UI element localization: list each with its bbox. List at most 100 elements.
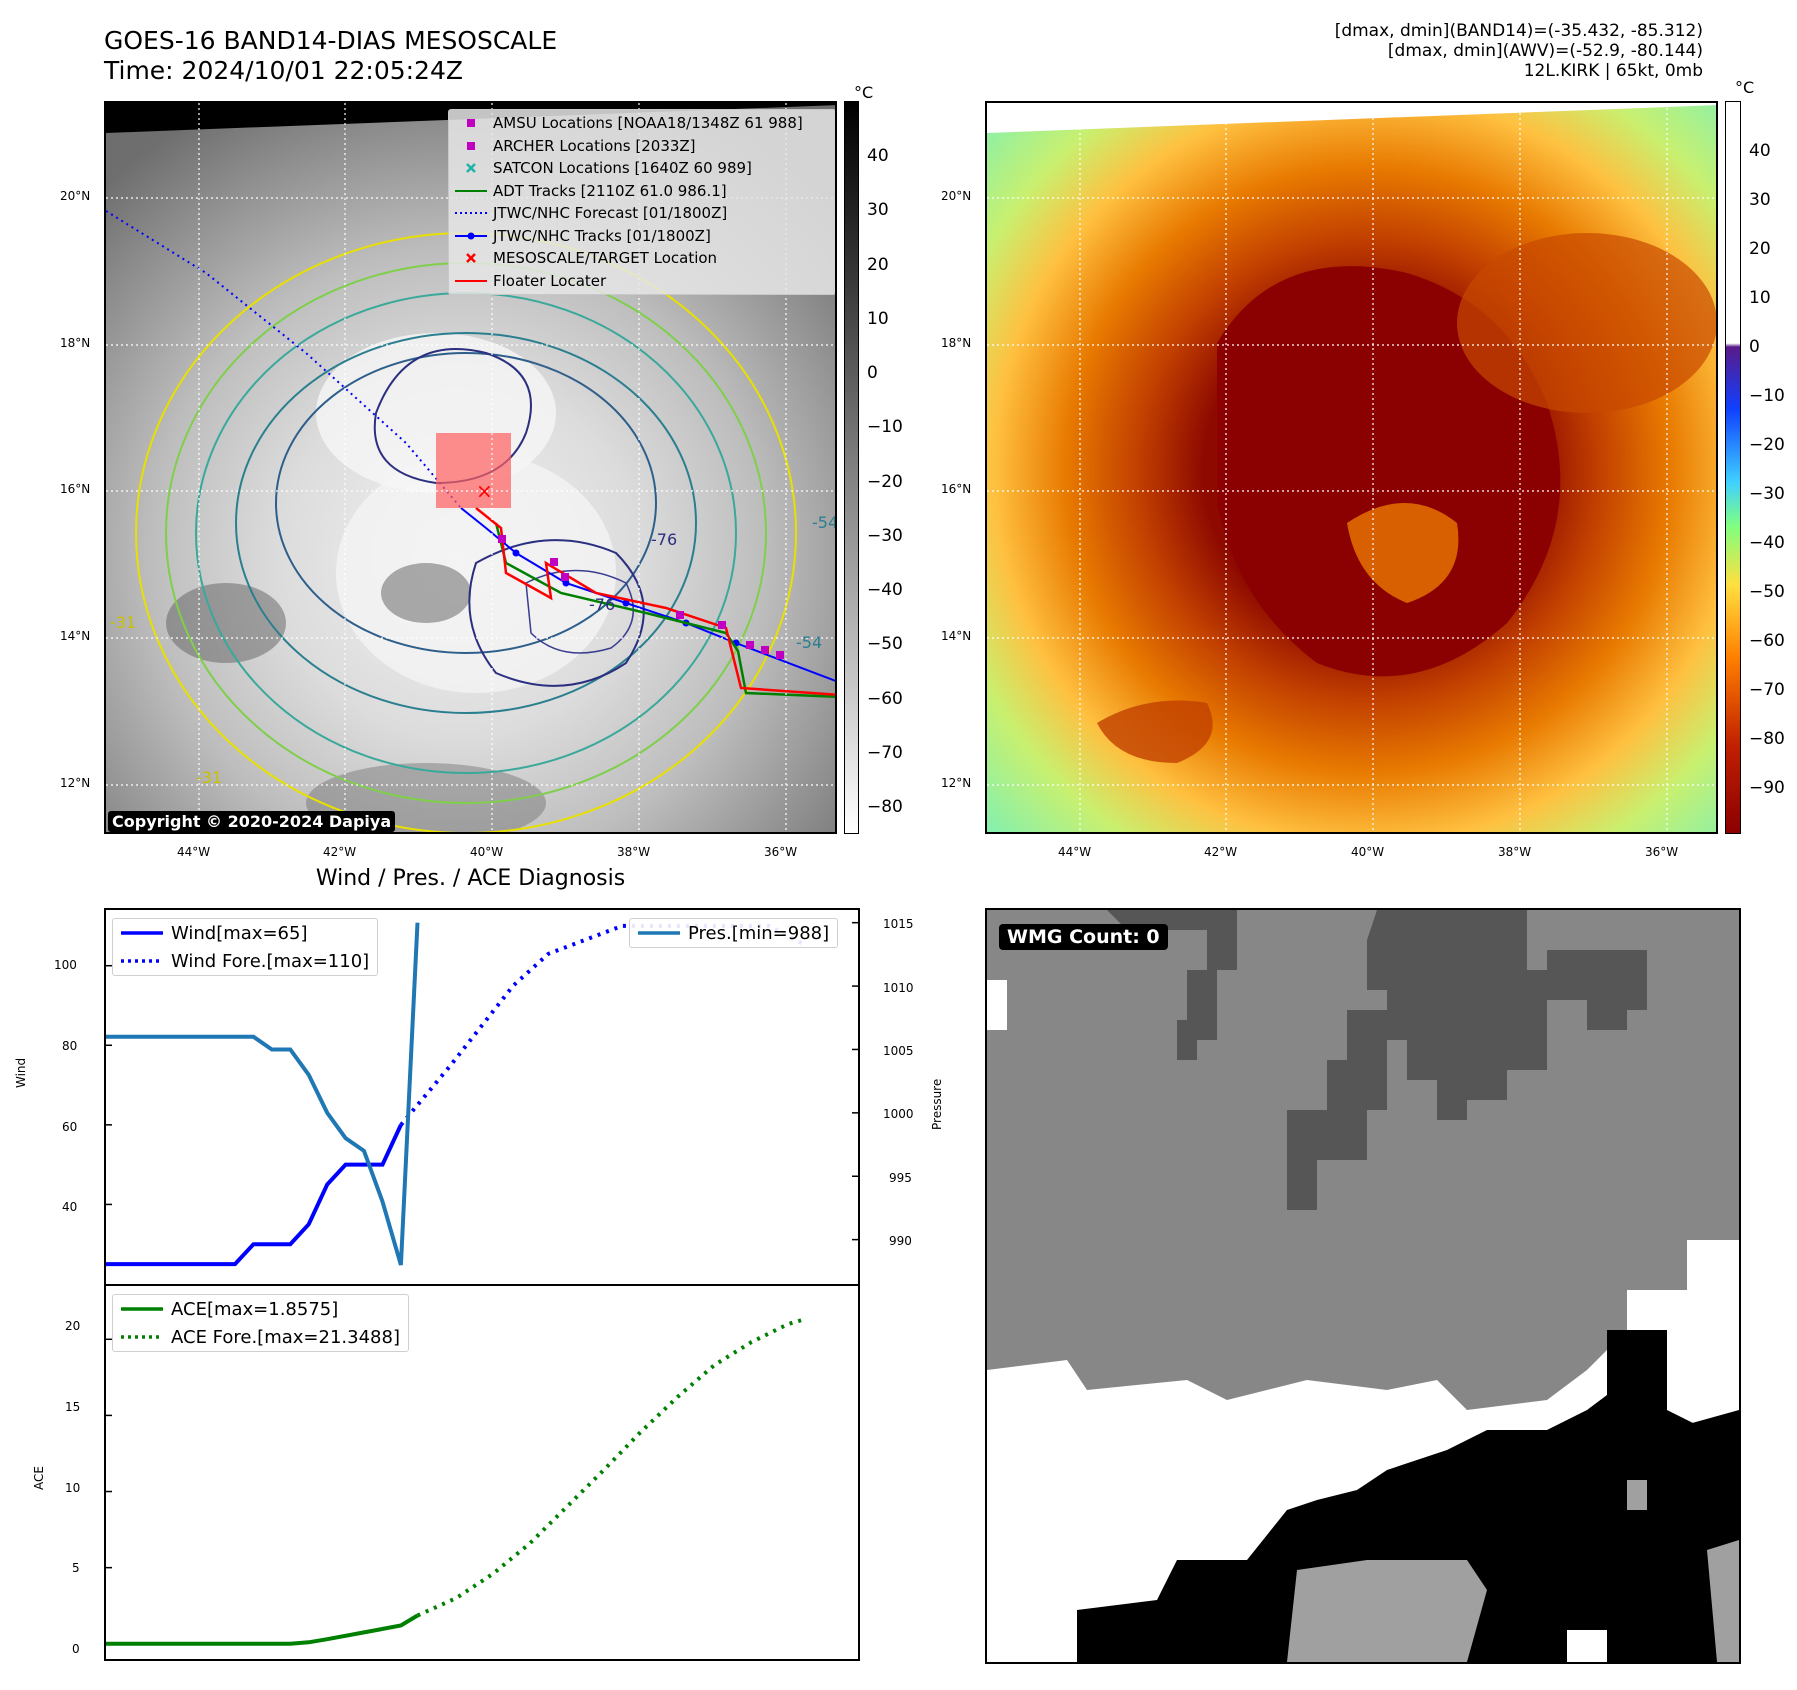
wind-forecast-line xyxy=(399,923,808,1127)
lat-label: 12°N xyxy=(60,776,91,790)
colorbar-tick: −50 xyxy=(1749,582,1785,602)
colorbar-tick: −90 xyxy=(1749,778,1785,798)
solid-line-icon xyxy=(121,1307,163,1311)
figure-time: Time: 2024/10/01 22:05:24Z xyxy=(104,56,463,85)
line-dot-icon xyxy=(455,232,487,240)
legend-item-floater: Floater Locater xyxy=(449,270,835,293)
ace-chart: ACE[max=1.8575] ACE Fore.[max=21.3488] xyxy=(104,1284,860,1661)
ace-tick: 20 xyxy=(65,1319,81,1333)
pressure-tick: 1015 xyxy=(883,917,914,931)
colorbar-tick: −10 xyxy=(867,417,903,437)
copyright-label: Copyright © 2020-2024 Dapiya xyxy=(108,811,396,832)
contour-label: -76 xyxy=(589,595,616,614)
colorbar-tick: −60 xyxy=(1749,631,1785,651)
svg-text:×: × xyxy=(476,479,493,503)
wmg-map: WMG Count: 0 xyxy=(985,908,1741,1664)
contour-label: -31 xyxy=(110,613,137,632)
colorbar-tick: −60 xyxy=(867,689,903,709)
colorbar-tick: −40 xyxy=(867,580,903,600)
lat-label: 12°N xyxy=(941,776,972,790)
colorbar-tick: −80 xyxy=(1749,729,1785,749)
legend-item-amsu: AMSU Locations [NOAA18/1348Z 61 988] xyxy=(449,112,835,135)
colorbar-tick: 40 xyxy=(1749,141,1771,161)
legend-item-satcon: SATCON Locations [1640Z 60 989] xyxy=(449,157,835,180)
x-marker-icon xyxy=(466,253,476,264)
colorbar-tick: −20 xyxy=(1749,435,1785,455)
contour-label: -76 xyxy=(651,530,678,549)
lon-label: 42°W xyxy=(1204,845,1238,859)
figure-title: GOES-16 BAND14-DIAS MESOSCALE xyxy=(104,26,558,55)
square-marker-icon xyxy=(467,141,475,150)
colorbar-tick: −80 xyxy=(867,797,903,817)
solid-line-icon xyxy=(121,931,163,935)
ace-tick: 0 xyxy=(72,1642,80,1656)
legend-item-ace-forecast: ACE Fore.[max=21.3488] xyxy=(113,1323,408,1351)
ir-color-map xyxy=(985,101,1718,834)
colorbar-tick: −30 xyxy=(867,526,903,546)
lon-label: 44°W xyxy=(177,845,211,859)
colorbar-tick: −30 xyxy=(1749,484,1785,504)
colorbar-tick: 10 xyxy=(1749,288,1771,308)
pressure-legend: Pres.[min=988] xyxy=(629,918,839,948)
band14-range: [dmax, dmin](BAND14)=(-35.432, -85.312) xyxy=(1334,21,1703,41)
pressure-tick: 1010 xyxy=(883,981,914,995)
wind-tick: 80 xyxy=(62,1039,78,1053)
wind-line xyxy=(106,1124,403,1267)
lon-label: 36°W xyxy=(1645,845,1679,859)
gray-colorbar xyxy=(844,101,859,834)
solid-line-icon xyxy=(455,279,487,282)
wind-pressure-plot xyxy=(106,921,858,1267)
lat-label: 14°N xyxy=(941,629,972,643)
wind-tick: 60 xyxy=(62,1120,78,1134)
lon-label: 42°W xyxy=(323,845,357,859)
legend-item-tracks: JTWC/NHC Tracks [01/1800Z] xyxy=(449,225,835,248)
ace-axis-label: ACE xyxy=(32,1466,46,1490)
colorbar-unit: °C xyxy=(1735,78,1755,97)
x-marker-icon xyxy=(466,163,476,174)
colorbar-tick: 10 xyxy=(867,309,889,329)
solid-line-icon xyxy=(638,931,680,935)
ir-gray-map: × -76 -76 -54 -54 -31 -31 Copyright © 20… xyxy=(104,101,837,834)
wind-legend: Wind[max=65] Wind Fore.[max=110] xyxy=(112,918,379,976)
ace-forecast-line xyxy=(416,1316,807,1618)
lon-label: 36°W xyxy=(764,845,798,859)
solid-line-icon xyxy=(455,189,487,192)
legend-item-adt: ADT Tracks [2110Z 61.0 986.1] xyxy=(449,180,835,203)
colorbar-tick: −20 xyxy=(867,472,903,492)
lon-label: 40°W xyxy=(1351,845,1385,859)
colorbar-tick: 20 xyxy=(867,255,889,275)
dotted-line-icon xyxy=(121,959,163,963)
pressure-tick: 1000 xyxy=(883,1107,914,1121)
lat-label: 18°N xyxy=(60,336,91,350)
pressure-axis-label: Pressure xyxy=(930,1078,944,1130)
lat-label: 16°N xyxy=(941,482,972,496)
colorbar-tick: 0 xyxy=(867,363,878,383)
lat-label: 18°N xyxy=(941,336,972,350)
colorbar-tick: −70 xyxy=(867,743,903,763)
colorbar-tick: −10 xyxy=(1749,386,1785,406)
colorbar-tick: −40 xyxy=(1749,533,1785,553)
colorbar-tick: 0 xyxy=(1749,337,1760,357)
legend-item-forecast: JTWC/NHC Forecast [01/1800Z] xyxy=(449,202,835,225)
lat-label: 20°N xyxy=(941,189,972,203)
ace-legend: ACE[max=1.8575] ACE Fore.[max=21.3488] xyxy=(112,1294,409,1352)
colorbar-tick: 40 xyxy=(867,146,889,166)
colorbar-tick: 30 xyxy=(1749,190,1771,210)
colorbar-tick: −50 xyxy=(867,634,903,654)
legend-item-ace: ACE[max=1.8575] xyxy=(113,1295,408,1323)
lat-label: 16°N xyxy=(60,482,91,496)
pressure-tick: 995 xyxy=(889,1171,912,1185)
map-legend: AMSU Locations [NOAA18/1348Z 61 988] ARC… xyxy=(448,109,835,295)
color-colorbar xyxy=(1725,101,1741,834)
lat-label: 14°N xyxy=(60,629,91,643)
ace-tick: 10 xyxy=(65,1481,81,1495)
wind-axis-label: Wind xyxy=(14,1057,28,1088)
wind-tick: 40 xyxy=(62,1200,78,1214)
diagnosis-title: Wind / Pres. / ACE Diagnosis xyxy=(315,866,626,891)
contour-label: -54 xyxy=(812,513,837,532)
legend-item-pressure: Pres.[min=988] xyxy=(630,919,837,947)
square-marker-icon xyxy=(467,119,475,128)
colorbar-tick: −70 xyxy=(1749,680,1785,700)
pressure-tick: 990 xyxy=(889,1234,912,1248)
colorbar-unit: °C xyxy=(854,83,874,102)
